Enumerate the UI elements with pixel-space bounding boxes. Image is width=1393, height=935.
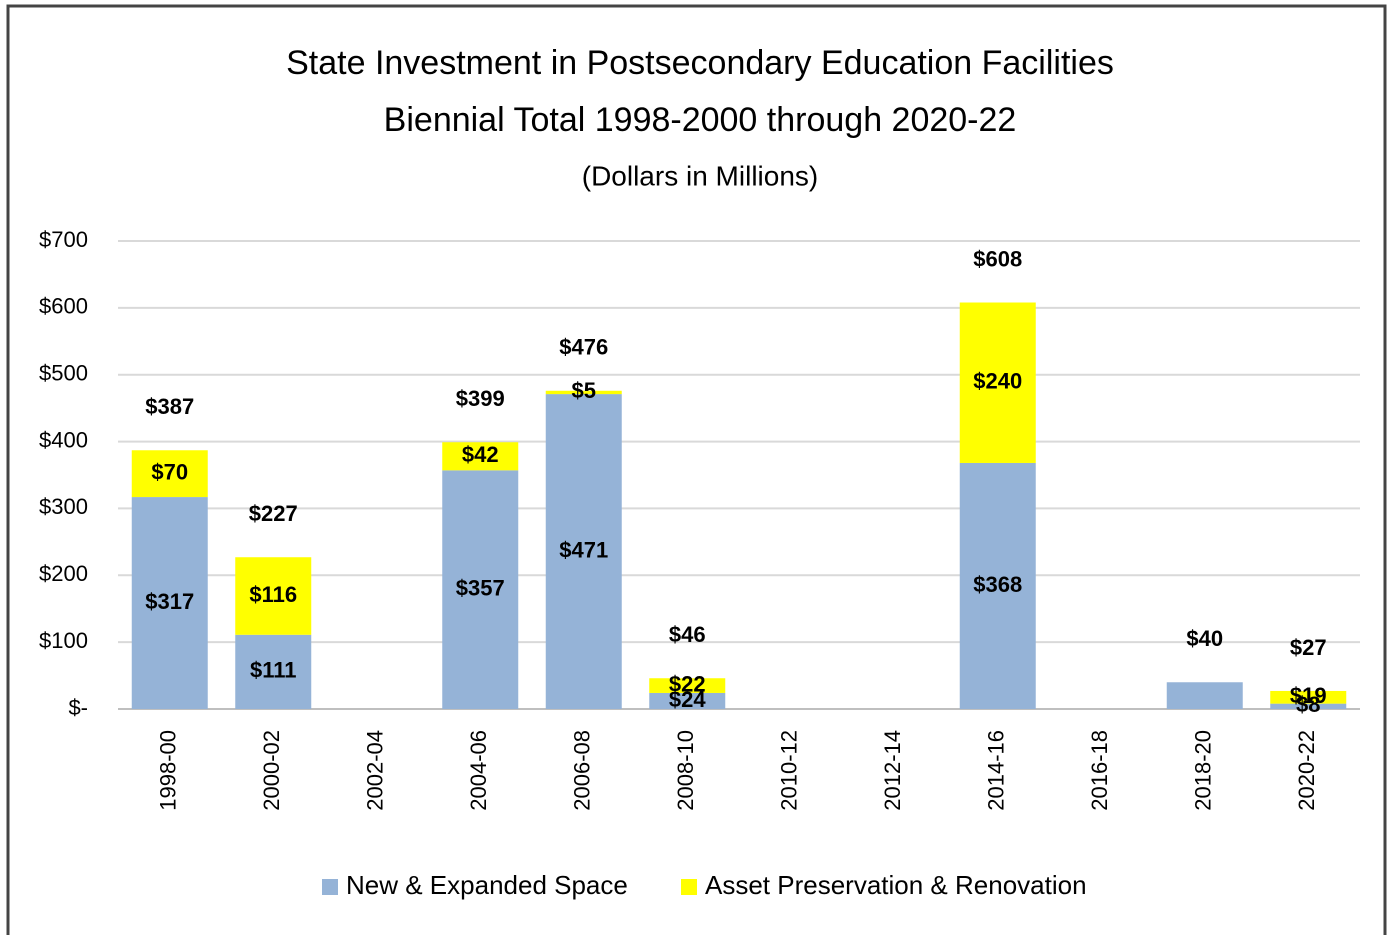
bar-segment: [235, 634, 312, 709]
segment-label: $19: [1290, 683, 1327, 708]
x-tick-label: 2014-16: [984, 730, 1009, 811]
segment-label: $111: [250, 658, 297, 683]
bar-segment: [959, 302, 1036, 463]
unit-note: (Dollars in Millions): [582, 160, 818, 191]
segment-label: $116: [249, 582, 297, 607]
segment-label: $471: [559, 537, 608, 562]
total-label: $387: [145, 394, 194, 419]
total-label: $40: [1186, 626, 1223, 651]
segment-label: $8: [1296, 692, 1320, 717]
bar-segment: [442, 470, 519, 709]
legend-swatch: [322, 879, 338, 895]
x-tick-label: 2010-12: [777, 730, 802, 811]
bar-segment: [442, 442, 519, 471]
x-tick-label: 2018-20: [1191, 730, 1216, 811]
x-tick-label: 2016-18: [1087, 730, 1112, 811]
total-label: $399: [456, 386, 505, 411]
segment-label: $368: [973, 572, 1022, 597]
y-tick-label: $100: [39, 628, 88, 653]
chart-border: [6, 4, 1387, 935]
total-label: $46: [669, 622, 706, 647]
bar-segment: [545, 394, 622, 709]
x-tick-label: 2004-06: [466, 730, 491, 811]
legend-label: Asset Preservation & Renovation: [705, 870, 1087, 900]
total-label: $608: [973, 246, 1022, 271]
segment-label: $357: [456, 575, 505, 600]
bar-segment: [545, 390, 622, 395]
y-tick-label: $600: [39, 294, 88, 319]
segment-label: $5: [572, 378, 596, 403]
segment-label: $24: [669, 687, 706, 712]
bar-segment: [649, 692, 726, 709]
segment-label: $70: [151, 459, 188, 484]
legend-swatch: [681, 879, 697, 895]
bar-segment: [649, 678, 726, 693]
y-tick-label: $300: [39, 494, 88, 519]
x-tick-label: 2020-22: [1294, 730, 1319, 811]
segment-label: $240: [973, 369, 1022, 394]
bar-segment: [1270, 703, 1347, 709]
x-tick-label: 2006-08: [570, 730, 595, 811]
total-label: $27: [1290, 635, 1327, 660]
x-tick-label: 1998-00: [156, 730, 181, 811]
y-tick-label: $200: [39, 561, 88, 586]
total-label: $227: [249, 501, 298, 526]
x-tick-label: 2002-04: [363, 730, 388, 811]
x-tick-label: 2012-14: [880, 730, 905, 811]
bar-segment: [1166, 682, 1243, 709]
segment-label: $317: [145, 589, 194, 614]
chart-title: State Investment in Postsecondary Educat…: [286, 44, 1114, 82]
bar-segment: [131, 450, 208, 498]
y-tick-label: $400: [39, 427, 88, 452]
x-tick-label: 2008-10: [673, 730, 698, 811]
y-tick-label: $700: [39, 227, 88, 252]
bar-segment: [235, 557, 312, 635]
total-label: $476: [559, 335, 608, 360]
y-tick-label: $-: [68, 695, 88, 720]
bar-segment: [1270, 690, 1347, 704]
segment-label: $42: [462, 442, 499, 467]
bar-segment: [131, 497, 208, 709]
segment-label: $22: [669, 671, 706, 696]
chart-subtitle: Biennial Total 1998-2000 through 2020-22: [384, 101, 1017, 139]
bar-segment: [959, 462, 1036, 709]
y-tick-label: $500: [39, 361, 88, 386]
x-tick-label: 2000-02: [259, 730, 284, 811]
legend-label: New & Expanded Space: [346, 870, 628, 900]
